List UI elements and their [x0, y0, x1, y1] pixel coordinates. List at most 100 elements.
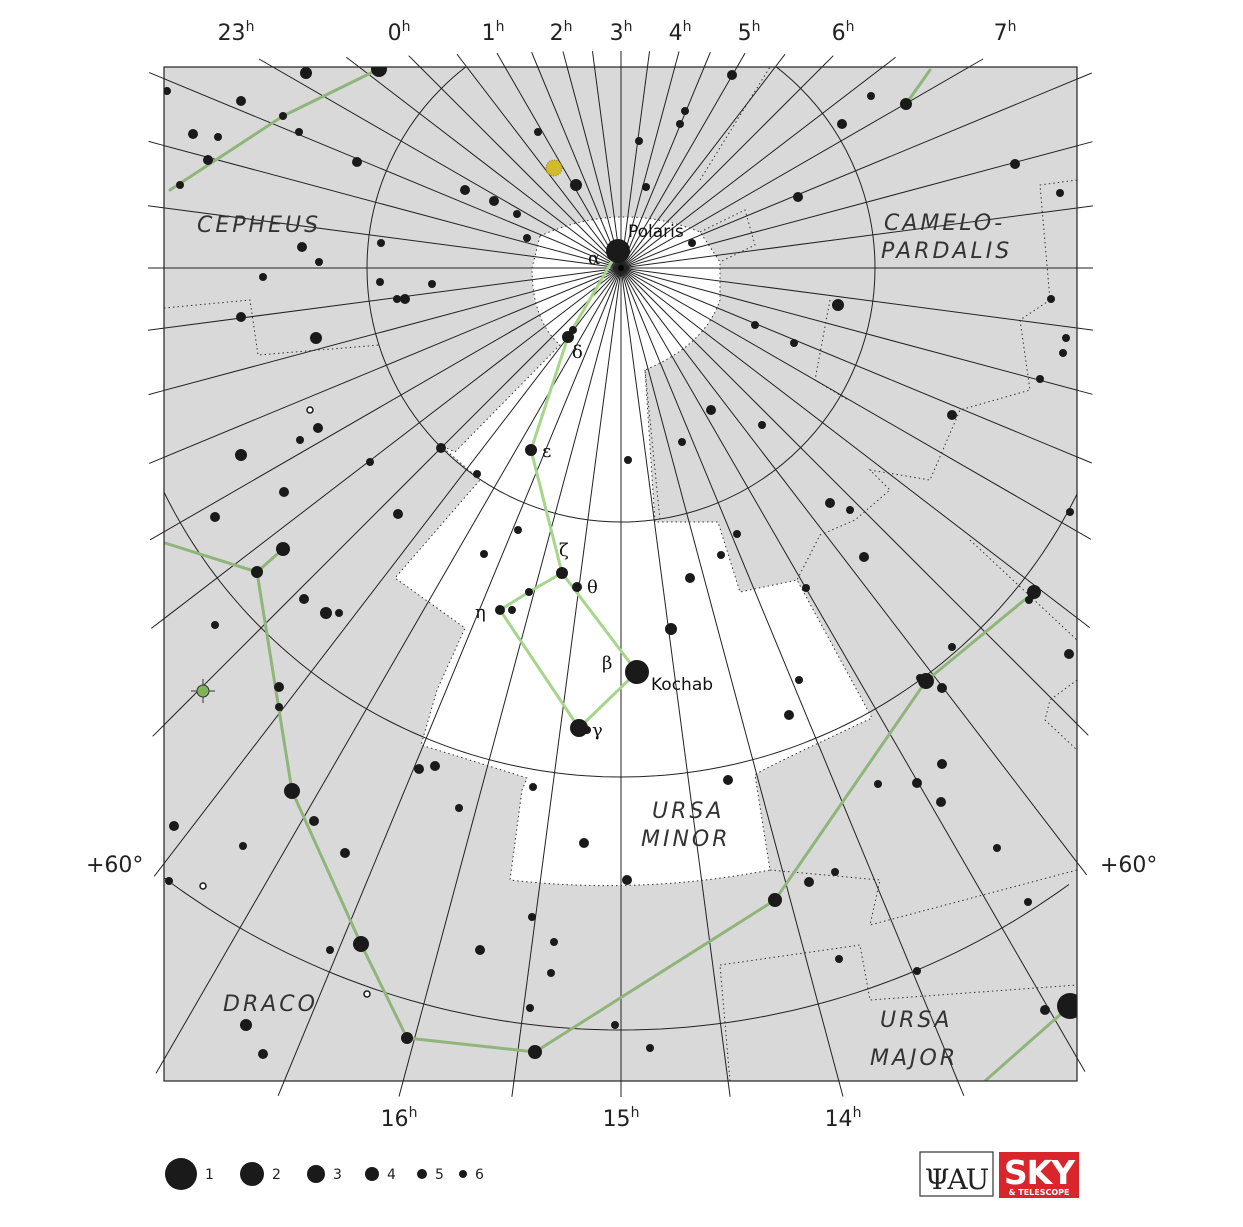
- star: [400, 294, 410, 304]
- star: [320, 607, 332, 619]
- star: [525, 444, 537, 456]
- star: [169, 821, 179, 831]
- star: [1062, 334, 1070, 342]
- star: [802, 584, 810, 592]
- legend-star-mag-5: [417, 1169, 427, 1179]
- magnitude-legend: 1 2 3 4 5 6: [165, 1158, 484, 1190]
- star: [528, 913, 536, 921]
- star: [315, 258, 323, 266]
- star: [635, 137, 643, 145]
- ra-label-5: 5h: [738, 19, 761, 46]
- svg-text:ΨAU: ΨAU: [925, 1163, 989, 1196]
- star: [528, 1045, 542, 1059]
- ra-line: [620, 67, 676, 269]
- ra-tick: [153, 863, 165, 877]
- label-camelopardalis-1: CAMELO-: [884, 211, 1005, 236]
- label-gamma: γ: [592, 720, 603, 741]
- star: [274, 682, 284, 692]
- ra-line: [358, 67, 622, 269]
- ra-tick: [258, 58, 274, 68]
- ra-line: [620, 67, 705, 269]
- ra-tick: [149, 531, 165, 541]
- ra-tick: [277, 1080, 285, 1096]
- star: [846, 506, 854, 514]
- star: [790, 339, 798, 347]
- star: [393, 509, 403, 519]
- star: [547, 969, 555, 977]
- star: [556, 567, 568, 579]
- ra-line: [164, 267, 622, 726]
- ra-line: [164, 267, 622, 533]
- star: [475, 945, 485, 955]
- svg-text:& TELESCOPE: & TELESCOPE: [1008, 1188, 1069, 1197]
- star: [526, 1004, 534, 1012]
- dec-grid-arcs: [164, 490, 1077, 1031]
- legend-star-mag-4: [365, 1167, 379, 1181]
- ra-tick: [1076, 389, 1093, 395]
- ra-tick: [149, 456, 165, 464]
- star: [859, 552, 869, 562]
- star: [678, 438, 686, 446]
- star: [310, 332, 322, 344]
- ra-tick: [821, 55, 834, 68]
- star: [300, 67, 312, 79]
- star: [480, 550, 488, 558]
- ra-tick: [591, 51, 596, 68]
- ra-label-3: 3h: [610, 19, 633, 46]
- star: [831, 868, 839, 876]
- ra-tick: [674, 51, 680, 68]
- ra-tick: [346, 56, 360, 68]
- ra-tick: [1076, 205, 1093, 209]
- star: [401, 1032, 413, 1044]
- ra-tick: [562, 51, 568, 68]
- svg-text:SKY: SKY: [1004, 1153, 1076, 1192]
- star: [299, 594, 309, 604]
- star: [1047, 295, 1055, 303]
- star: [240, 1019, 252, 1031]
- ra-label-23: 23h: [218, 19, 255, 46]
- star: [376, 278, 384, 286]
- star: [579, 838, 589, 848]
- star: [377, 239, 385, 247]
- ra-tick: [151, 618, 165, 629]
- label-draco: DRACO: [223, 992, 318, 1017]
- ursa-minor-region: [394, 216, 873, 887]
- variable-star: [306, 406, 314, 414]
- star: [508, 606, 516, 614]
- ra-line: [620, 267, 1077, 391]
- ra-bottom-labels: 16h 15h 14h: [381, 1105, 862, 1132]
- ra-line: [594, 67, 622, 269]
- ra-tick: [838, 1080, 844, 1097]
- star: [236, 312, 246, 322]
- ra-tick: [148, 389, 165, 396]
- star: [1040, 1005, 1050, 1015]
- iau-logo: ΨAU: [919, 1151, 994, 1197]
- star: [572, 582, 582, 592]
- star: [309, 816, 319, 826]
- star: [514, 526, 522, 534]
- legend-label-mag-4: 4: [387, 1167, 396, 1183]
- star: [235, 449, 247, 461]
- ra-line: [620, 67, 648, 269]
- ursa-major-line: [983, 1004, 1072, 1081]
- legend-star-mag-2: [240, 1162, 264, 1186]
- ra-label-4: 4h: [669, 19, 692, 46]
- ra-tick: [774, 54, 786, 68]
- ra-line: [419, 67, 622, 269]
- star: [835, 955, 843, 963]
- star: [295, 128, 303, 136]
- label-ursa-minor-1: URSA: [652, 799, 724, 824]
- star: [706, 405, 716, 415]
- label-delta: δ: [572, 342, 583, 363]
- ra-line: [164, 207, 622, 269]
- ra-line: [466, 67, 622, 269]
- ra-line: [620, 267, 1077, 1059]
- ra-line: [566, 67, 622, 269]
- green-object: [196, 684, 210, 698]
- ra-line: [620, 207, 1077, 269]
- ra-tick: [736, 52, 746, 68]
- star: [937, 683, 947, 693]
- star: [1036, 375, 1044, 383]
- star: [176, 181, 184, 189]
- ra-line: [620, 67, 823, 269]
